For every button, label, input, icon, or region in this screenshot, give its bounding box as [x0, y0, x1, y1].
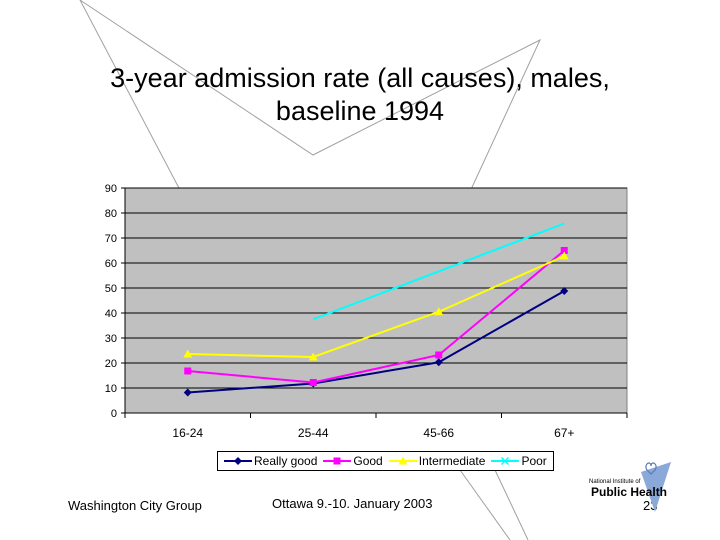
series-line-3 — [312, 222, 565, 321]
legend-label: Poor — [521, 454, 547, 468]
title-line-1: 3-year admission rate (all causes), male… — [110, 63, 610, 93]
chart-title: 3-year admission rate (all causes), male… — [60, 62, 660, 128]
data-point — [183, 388, 192, 397]
logo-text-line-2: Public Health — [591, 485, 667, 499]
data-point — [184, 367, 192, 375]
data-point — [560, 247, 568, 254]
nih-logo: National Institute of Public Health — [589, 462, 671, 512]
y-tick-label: 30 — [105, 333, 117, 345]
data-point — [434, 358, 443, 367]
footer-organization: Washington City Group — [68, 498, 202, 513]
legend-item: Really good — [224, 454, 317, 468]
data-point — [560, 287, 569, 295]
plot-area — [124, 187, 628, 414]
legend-item: Good — [323, 454, 383, 468]
series-line-1 — [187, 249, 565, 384]
data-point — [434, 307, 444, 316]
logo-triangle-icon — [641, 462, 671, 512]
data-point — [183, 349, 193, 358]
legend-item: Intermediate — [388, 454, 486, 468]
data-point — [308, 352, 318, 361]
legend-label: Intermediate — [418, 454, 486, 468]
y-tick-label: 10 — [105, 383, 117, 395]
legend-swatch — [224, 457, 252, 465]
y-tick-label: 20 — [105, 358, 117, 370]
y-tick-label: 0 — [111, 408, 117, 420]
y-tick-label: 60 — [105, 258, 117, 270]
logo-text-line-1: National Institute of — [589, 479, 641, 485]
y-tick-label: 90 — [105, 183, 117, 195]
logo-heart-icon — [645, 462, 657, 475]
legend-swatch — [323, 457, 352, 465]
y-tick-label: 40 — [105, 308, 117, 320]
x-tick-label: 45-66 — [423, 426, 454, 440]
series-line-2 — [187, 255, 565, 359]
y-tick-label: 70 — [105, 233, 117, 245]
title-line-2: baseline 1994 — [275, 96, 445, 126]
series-line-0 — [187, 290, 565, 394]
y-tick-label: 80 — [105, 208, 117, 220]
data-point — [309, 379, 317, 386]
legend-swatch — [491, 456, 520, 466]
legend-label: Good — [353, 454, 383, 468]
footer-event: Ottawa 9.-10. January 2003 — [272, 496, 433, 511]
x-tick-label: 67+ — [554, 426, 574, 440]
y-tick-label: 50 — [105, 283, 117, 295]
legend-item: Poor — [491, 454, 547, 468]
x-tick-label: 16-24 — [172, 426, 203, 440]
legend-label: Really good — [254, 454, 318, 468]
legend-swatch — [388, 456, 417, 465]
chart-legend: Really good Good Intermediate Poor — [217, 451, 554, 471]
data-point — [435, 351, 443, 359]
x-tick-label: 25-44 — [298, 426, 329, 440]
data-point — [559, 251, 569, 260]
